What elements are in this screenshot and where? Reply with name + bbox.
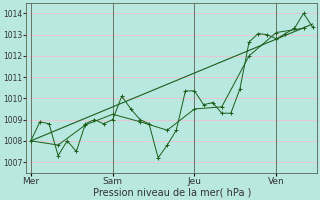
X-axis label: Pression niveau de la mer( hPa ): Pression niveau de la mer( hPa ): [92, 187, 251, 197]
